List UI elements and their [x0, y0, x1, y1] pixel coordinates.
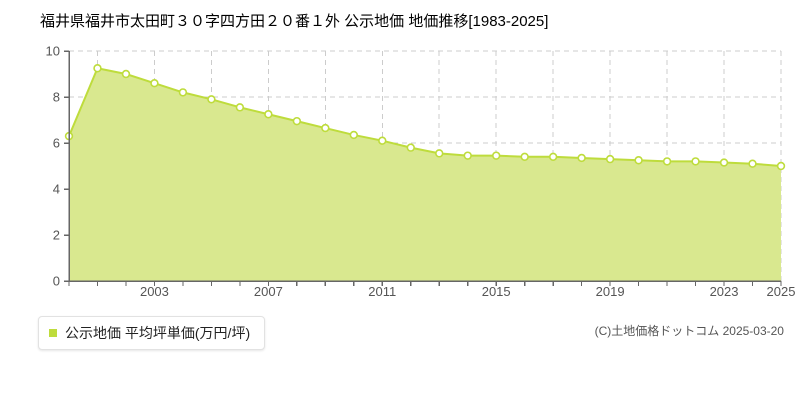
data-point-marker [520, 152, 529, 162]
legend-swatch-icon [49, 329, 57, 337]
series-line [68, 67, 782, 167]
area-chart-svg [64, 50, 786, 286]
data-point-marker [492, 151, 501, 160]
data-point-marker [235, 103, 245, 112]
x-axis-tick-label: 2003 [139, 284, 169, 299]
chart-title: 福井県福井市太田町３０字四方田２０番１外 公示地価 地価推移[1983-2025… [40, 13, 549, 30]
data-point-marker [435, 149, 444, 158]
data-point-marker [719, 158, 729, 167]
data-point-marker [321, 123, 330, 133]
y-axis-labels: 0 2 4 6 8 10 [0, 0, 69, 300]
series-area-fill [69, 68, 781, 281]
data-point-marker [121, 69, 131, 79]
data-point-marker [548, 152, 558, 162]
data-point-marker [150, 79, 159, 88]
data-point-marker [178, 88, 188, 97]
legend-label: 公示地価 平均坪単価(万円/坪) [65, 325, 251, 341]
x-axis-tick-label: 2007 [253, 284, 283, 299]
chart-legend: 公示地価 平均坪単価(万円/坪) [38, 316, 266, 350]
data-point-marker [406, 143, 415, 152]
x-axis-labels: 2003 2007 2011 2015 2019 2023 2025 [0, 284, 800, 308]
y-axis-tick-label: 8 [52, 89, 60, 105]
plot-area [64, 50, 786, 286]
y-axis-tick-label: 0 [52, 273, 60, 289]
y-axis-tick-label: 2 [52, 227, 60, 243]
x-axis-tick-label: 2025 [766, 284, 796, 299]
y-axis-tick-label: 6 [52, 135, 60, 151]
data-point-marker [463, 151, 472, 160]
data-point-marker [93, 64, 102, 73]
data-point-marker [349, 130, 358, 140]
x-axis-tick-label: 2011 [368, 284, 397, 299]
data-point-marker [577, 153, 586, 163]
data-point-marker [378, 136, 387, 145]
data-point-marker [748, 159, 757, 168]
data-point-marker [776, 161, 786, 171]
data-point-marker [207, 95, 216, 104]
data-point-marker [264, 110, 273, 119]
x-axis-tick-label: 2015 [481, 284, 511, 299]
y-axis-tick-label: 10 [45, 43, 60, 59]
y-axis-tick-label: 4 [52, 181, 60, 197]
data-point-marker [634, 156, 643, 165]
credit-text: (C)土地価格ドットコム 2025-03-20 [594, 324, 784, 338]
data-point-marker [691, 157, 700, 166]
data-point-marker [605, 154, 615, 164]
x-axis-tick-label: 2019 [595, 284, 625, 299]
x-axis-tick-label: 2023 [709, 284, 739, 299]
data-point-marker [292, 116, 302, 126]
data-point-marker [662, 157, 672, 166]
